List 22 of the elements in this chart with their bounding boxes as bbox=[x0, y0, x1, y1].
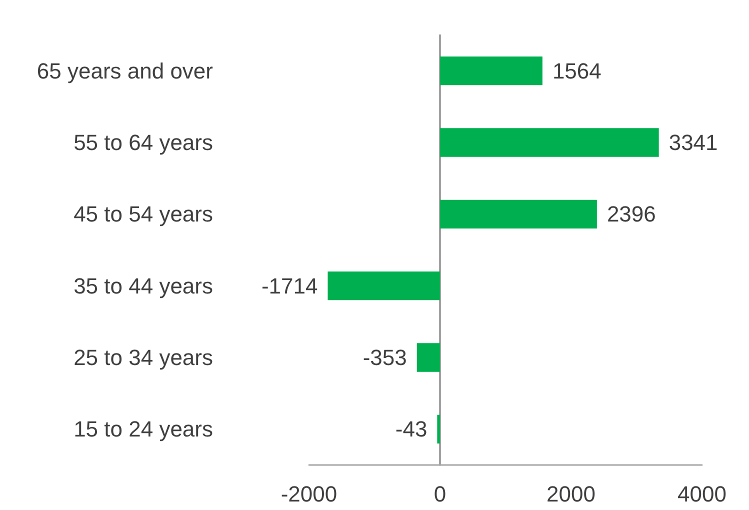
x-tick-label: 2000 bbox=[546, 482, 596, 506]
data-label: -1714 bbox=[261, 273, 318, 298]
bar bbox=[437, 414, 440, 444]
y-tick-label: 45 to 54 years bbox=[74, 202, 213, 227]
bar bbox=[440, 56, 542, 86]
bar bbox=[440, 200, 597, 228]
x-tick-label: -2000 bbox=[280, 482, 338, 506]
y-tick-label: 35 to 44 years bbox=[74, 273, 213, 298]
bar bbox=[440, 128, 659, 157]
data-label: 2396 bbox=[606, 202, 656, 227]
x-tick-label: 4000 bbox=[678, 482, 726, 506]
bar bbox=[416, 343, 440, 372]
y-tick-label: 55 to 64 years bbox=[74, 130, 213, 155]
data-label: -353 bbox=[362, 345, 407, 370]
y-tick-label: 65 years and over bbox=[36, 58, 213, 84]
data-label: 3341 bbox=[668, 130, 718, 155]
y-tick-label: 25 to 34 years bbox=[74, 345, 213, 370]
x-tick-label: 0 bbox=[434, 482, 446, 506]
data-label: 1564 bbox=[552, 58, 602, 84]
y-tick-label: 15 to 24 years bbox=[74, 416, 213, 442]
bar bbox=[328, 272, 440, 300]
data-label: -43 bbox=[395, 416, 428, 442]
